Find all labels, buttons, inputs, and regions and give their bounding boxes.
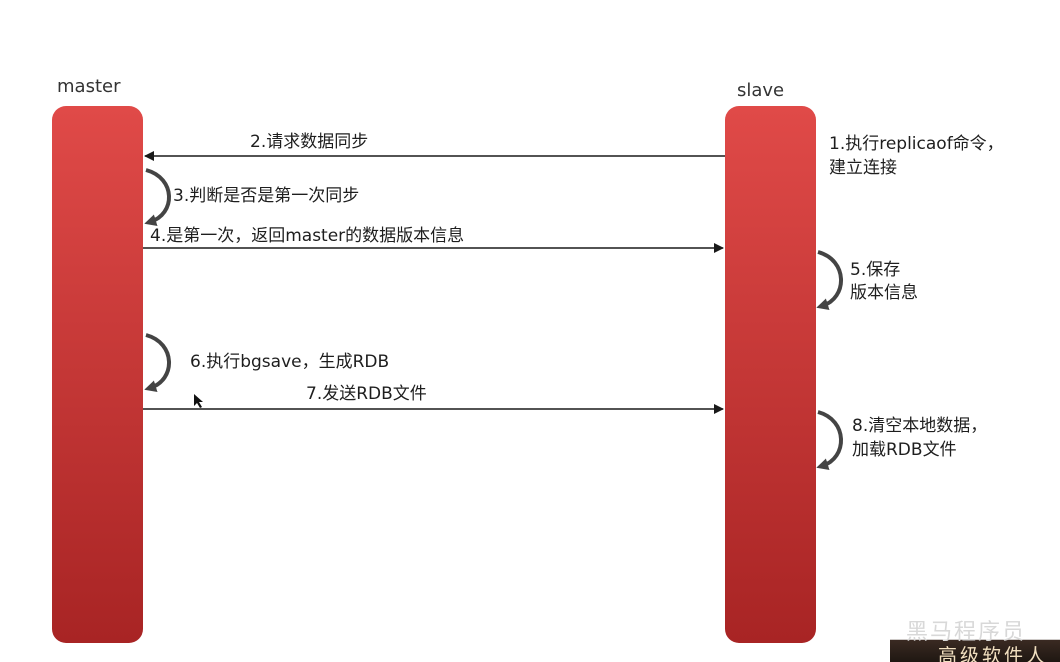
slave-title: slave (737, 80, 785, 101)
step-5-label-line2: 版本信息 (850, 283, 918, 303)
self-arrow-step-5 (816, 250, 843, 310)
step-5-label-line1: 5.保存 (850, 260, 901, 280)
watermark-bottom-text: 高级软件人 (938, 645, 1049, 662)
watermark-top-text: 黑马程序员 (906, 620, 1027, 645)
slave-lifeline-bar (725, 106, 816, 643)
step-1-label-line2: 建立连接 (829, 158, 897, 178)
self-arrow-step-3 (144, 168, 171, 226)
master-title: master (57, 76, 121, 97)
step-8-label-line2: 加载RDB文件 (852, 440, 957, 460)
step-7-label: 7.发送RDB文件 (306, 384, 427, 404)
step-4-label: 4.是第一次，返回master的数据版本信息 (150, 226, 465, 246)
master-lifeline-bar (52, 106, 143, 643)
step-8-label-line1: 8.清空本地数据， (852, 416, 988, 436)
step-2-label: 2.请求数据同步 (250, 132, 369, 152)
step-3-label: 3.判断是否是第一次同步 (173, 186, 360, 206)
mouse-cursor-icon (194, 394, 203, 408)
self-arrow-step-6 (144, 333, 171, 392)
step-6-label: 6.执行bgsave，生成RDB (190, 352, 390, 372)
self-arrow-step-8 (816, 410, 843, 470)
step-1-label-line1: 1.执行replicaof命令， (829, 134, 1004, 154)
watermark-logo: 黑马程序员 高级软件人 (890, 612, 1060, 662)
